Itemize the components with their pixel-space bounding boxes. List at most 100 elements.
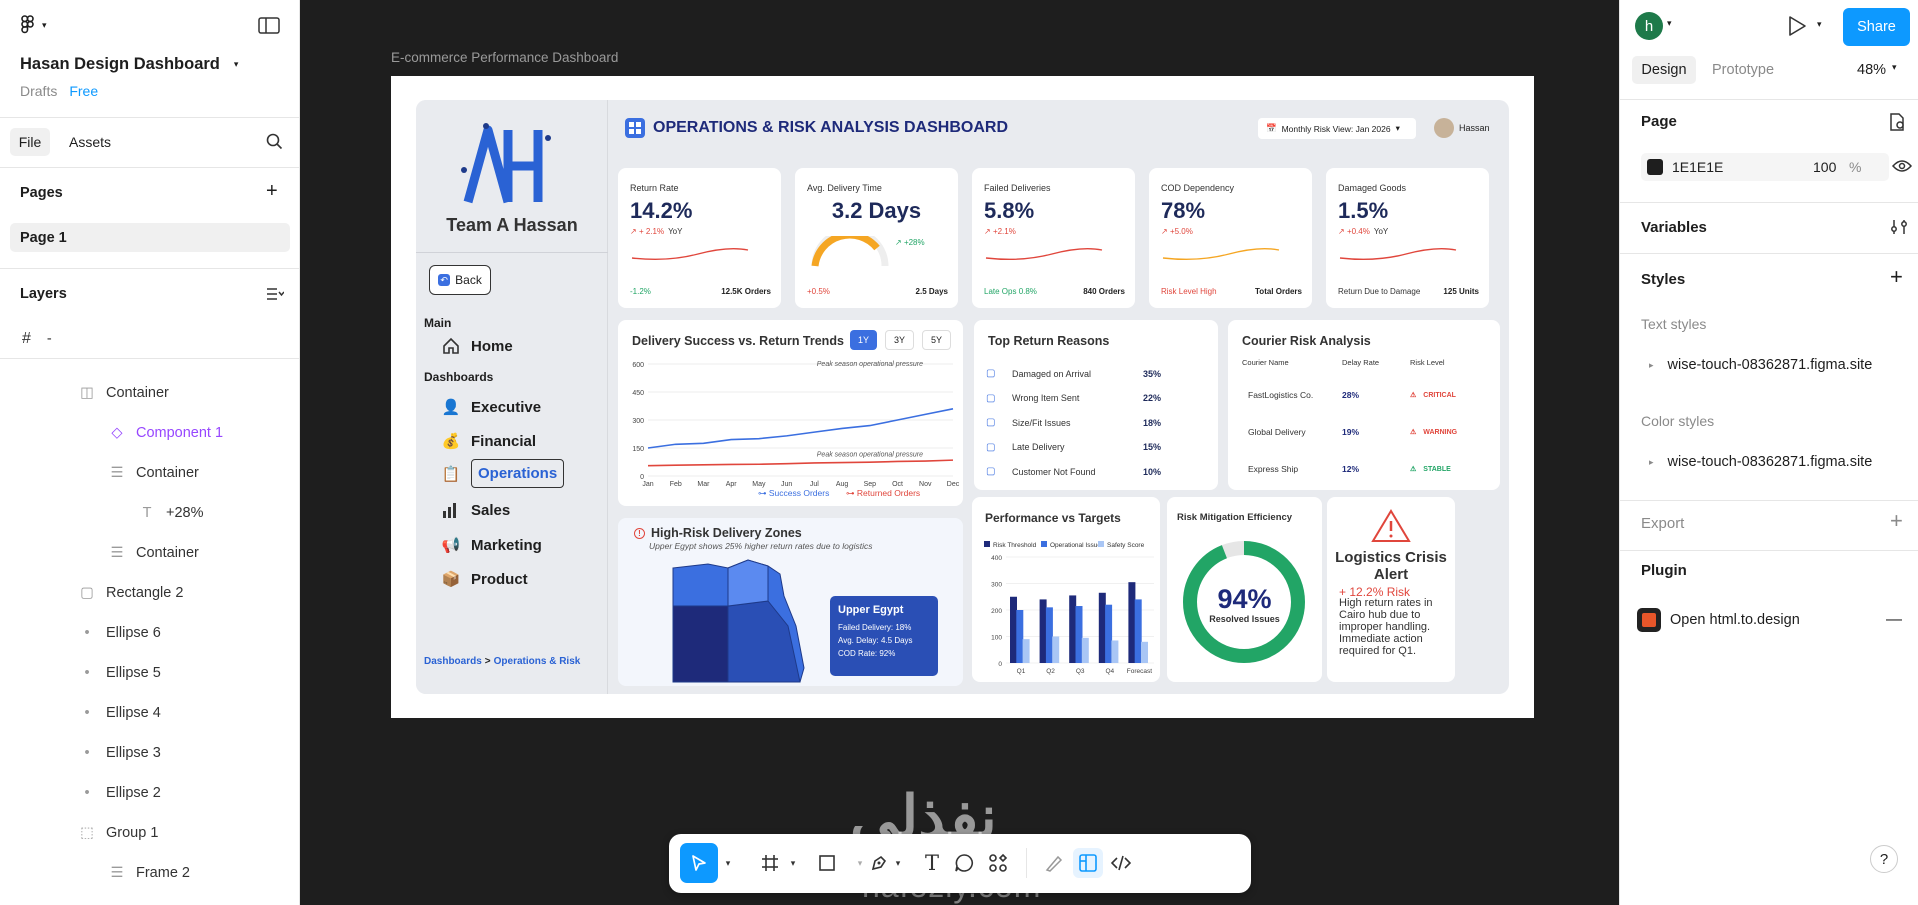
draw-mode-button[interactable] [1039, 848, 1069, 878]
layer-row[interactable]: • Ellipse 4 [80, 693, 160, 733]
nav-product[interactable]: 📦 Product [441, 569, 528, 589]
kpi-foot-right: Total Orders [1255, 287, 1302, 296]
layer-row[interactable]: ◫ Container [80, 373, 169, 413]
shape-tool[interactable] [812, 848, 842, 878]
add-style-button[interactable]: + [1890, 266, 1903, 288]
kpi-card: COD Dependency 78% ↗ +5.0% Risk Level High T… [1149, 168, 1312, 308]
layer-row[interactable]: T +28% [140, 493, 204, 533]
risk-view-select[interactable]: 📅 Monthly Risk View: Jan 2026 ▾ [1258, 118, 1416, 139]
layer-row[interactable]: • Ellipse 2 [80, 773, 160, 813]
cursor-icon [692, 855, 706, 871]
nav-financial[interactable]: 💰 Financial [441, 431, 536, 451]
page-background-field[interactable]: 1E1E1E 100 % [1641, 153, 1889, 181]
bg-opacity-value[interactable]: 100 [1813, 159, 1837, 175]
back-button[interactable]: ↶ Back [429, 265, 491, 295]
reason-icon: ▢ [986, 441, 996, 453]
nav-marketing[interactable]: 📢 Marketing [441, 535, 542, 555]
foot-left-value: Return Due to Damage [1338, 287, 1421, 296]
nav-sales[interactable]: Sales [441, 500, 510, 520]
alert-risk: + 12.2% Risk [1339, 585, 1411, 599]
frame-tool[interactable] [755, 848, 785, 878]
pen-tool-menu[interactable]: ▾ [891, 848, 905, 878]
range-1y[interactable]: 1Y [850, 330, 878, 350]
user-avatar[interactable]: h [1635, 12, 1663, 40]
foot-left-value: Late Ops 0.8% [984, 287, 1037, 296]
back-label: Back [455, 273, 482, 287]
page-item-1[interactable]: Page 1 [10, 223, 290, 252]
text-tool[interactable]: T [917, 848, 947, 878]
layers-collapse-button[interactable] [266, 287, 285, 304]
user-avatar[interactable] [1434, 118, 1454, 138]
courier-name: Express Ship [1248, 464, 1299, 474]
layer-row[interactable]: ⬚ Group 1 [80, 813, 158, 853]
design-mode-button[interactable] [1073, 848, 1103, 878]
plugin-item[interactable]: Open html.to.design — [1637, 608, 1902, 632]
search-button[interactable] [266, 133, 283, 153]
add-page-button[interactable]: + [266, 181, 278, 201]
delta-value: + 2.1% [638, 227, 665, 236]
zoom-menu[interactable]: 48% ▾ [1857, 62, 1897, 78]
nav-executive[interactable]: 👤 Executive [441, 397, 541, 417]
move-tool-menu[interactable]: ▾ [721, 848, 735, 878]
breadcrumb-link[interactable]: Dashboards [424, 656, 482, 667]
share-button[interactable]: Share [1843, 8, 1910, 46]
layer-row[interactable]: • Ellipse 3 [80, 733, 160, 773]
layer-row[interactable]: • Ellipse 6 [80, 613, 160, 653]
courier-header: Courier Name Delay Rate Risk Level [1242, 358, 1487, 367]
tab-assets[interactable]: Assets [69, 134, 112, 150]
drafts-link[interactable]: Drafts [20, 83, 58, 99]
canvas-frame[interactable]: Team A Hassan ↶ Back Main Home Dashboard… [391, 76, 1534, 718]
tab-prototype[interactable]: Prototype [1712, 62, 1775, 78]
pen-tool[interactable] [864, 848, 894, 878]
file-name[interactable]: Hasan Design Dashboard ▾ [20, 55, 238, 74]
nav-operations[interactable]: 📋 Operations [441, 459, 565, 488]
layer-frame-row[interactable]: # - [22, 319, 52, 359]
dev-mode-button[interactable] [1106, 848, 1136, 878]
page-section-title: Page [1641, 113, 1677, 130]
reason-icon: ▢ [986, 368, 996, 379]
nav-home[interactable]: Home [441, 336, 513, 356]
variables-button[interactable] [1890, 219, 1908, 238]
avatar-menu-chevron[interactable]: ▾ [1667, 18, 1672, 29]
bg-hex-value[interactable]: 1E1E1E [1672, 159, 1724, 175]
kpi-sparkline [1339, 247, 1457, 261]
layer-row[interactable]: ☰ Frame 2 [110, 853, 191, 893]
tab-file[interactable]: File [10, 128, 50, 156]
bar [1045, 607, 1053, 663]
visibility-toggle[interactable] [1891, 159, 1913, 176]
chevron-down-icon: ▾ [895, 857, 901, 868]
layer-row[interactable]: ◇ Component 1 [110, 413, 223, 453]
present-button[interactable] [1787, 15, 1807, 40]
file-title: Hasan Design Dashboard [20, 55, 220, 73]
color-style-group[interactable]: ▸ wise-touch-08362871.figma.site [1649, 454, 1872, 470]
range-3y[interactable]: 3Y [885, 330, 915, 350]
range-5y[interactable]: 5Y [922, 330, 952, 350]
text-style-group[interactable]: ▸ wise-touch-08362871.figma.site [1649, 357, 1872, 373]
team-logo-icon [461, 123, 551, 204]
add-export-button[interactable]: + [1890, 510, 1903, 532]
legend-entry: ⊶ Success Orders [758, 488, 829, 498]
x-tick-label: May [752, 481, 766, 488]
present-menu-chevron[interactable]: ▾ [1817, 19, 1822, 30]
page-settings-button[interactable] [1888, 113, 1906, 134]
breadcrumb-separator: > [484, 656, 491, 667]
main-menu-button[interactable]: ▾ [20, 14, 47, 36]
tab-design[interactable]: Design [1632, 56, 1696, 84]
left-panel: ▾ Hasan Design Dashboard ▾ Drafts Free F… [0, 0, 300, 905]
layer-row[interactable]: • Ellipse 5 [80, 653, 160, 693]
color-swatch[interactable] [1647, 159, 1663, 175]
toggle-ui-button[interactable] [258, 17, 280, 37]
layer-name: - [46, 331, 52, 347]
actions-tool[interactable] [983, 848, 1013, 878]
shape-tool-menu[interactable]: ▾ [845, 848, 875, 878]
layer-row[interactable]: ☰ Container [110, 533, 199, 573]
frame-tool-menu[interactable]: ▾ [786, 848, 800, 878]
plan-badge[interactable]: Free [69, 83, 99, 99]
layer-row[interactable]: ☰ Container [110, 453, 199, 493]
frame-label[interactable]: E-commerce Performance Dashboard [391, 50, 619, 65]
help-button[interactable]: ? [1870, 845, 1898, 873]
comment-tool[interactable] [949, 848, 979, 878]
move-tool[interactable] [680, 843, 718, 883]
layer-row[interactable]: ▢ Rectangle 2 [80, 573, 183, 613]
minus-icon[interactable]: — [1886, 611, 1902, 628]
